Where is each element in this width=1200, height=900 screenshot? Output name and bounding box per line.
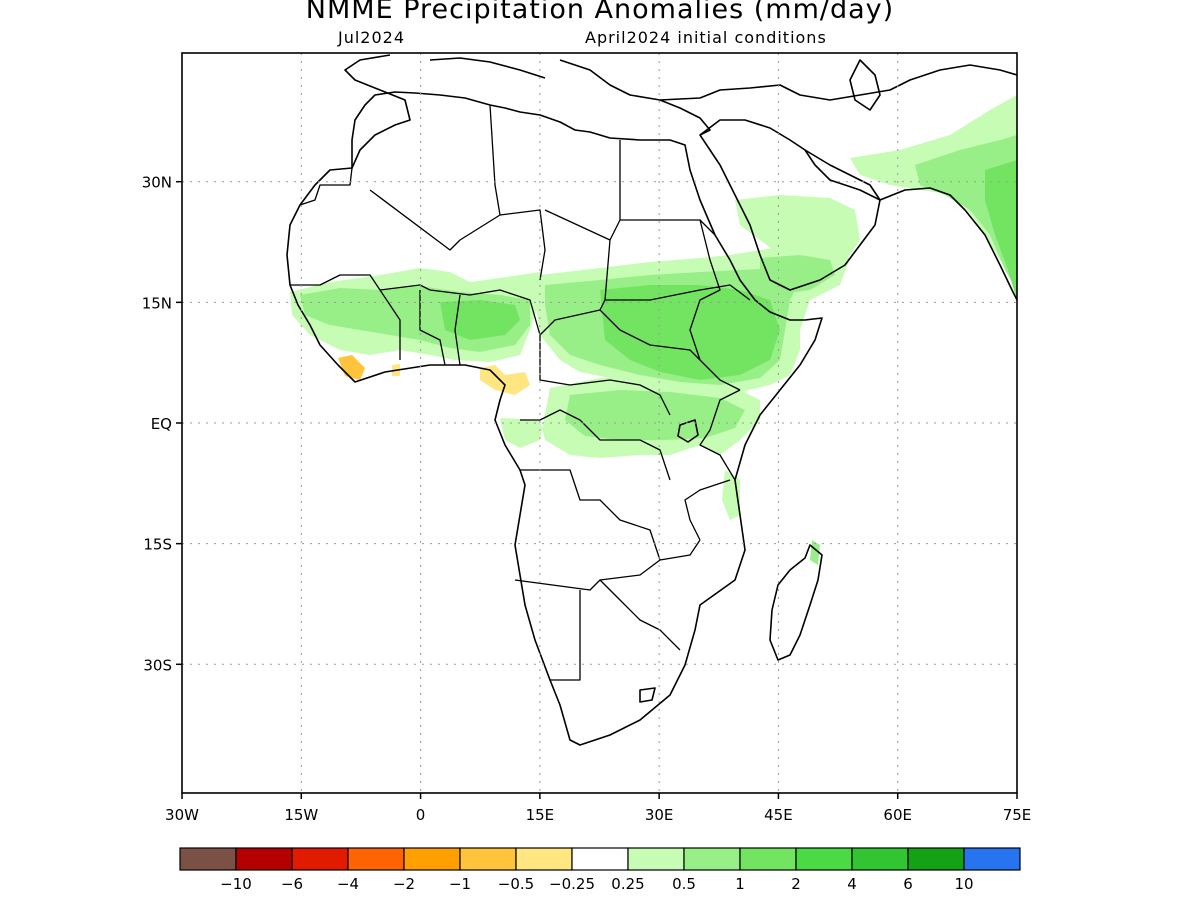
colorbar-label: 0.5 [672,875,696,893]
lon-tick-label: 0 [416,806,426,824]
lon-tick-label: 30E [645,806,674,824]
colorbar-swatch [571,847,629,871]
lon-tick-label: 45E [764,806,793,824]
lon-tick-label: 75E [1003,806,1032,824]
south-asia-coastline [879,187,1017,301]
colorbar-label: −10 [220,875,252,893]
colorbar-label: −4 [337,875,359,893]
anomaly-region-arabia [735,195,860,262]
lesotho-outline [639,687,656,703]
colorbar-swatch [683,847,741,871]
colorbar-swatch [907,847,965,871]
colorbar-swatch [459,847,517,871]
colorbar-label: −1 [449,875,471,893]
colorbar-label: −0.5 [498,875,534,893]
colorbar: −10 −6 −4 −2 −1 −0.5 −0.25 0.25 0.5 1 2 4 6 10 [179,847,1021,893]
colorbar-label: 10 [954,875,973,893]
forecast-month: Jul2024 [338,28,406,47]
anomaly-region-india-peak [985,160,1017,300]
lon-tick-label: 15E [526,806,555,824]
colorbar-swatch [179,847,237,871]
colorbar-swatch [851,847,909,871]
map-title: NMME Precipitation Anomalies (mm/day) [305,0,895,25]
graticule [182,53,1017,793]
country-borders [290,104,751,681]
colorbar-swatch [739,847,797,871]
colorbar-label: −6 [281,875,303,893]
colorbar-swatch [515,847,573,871]
lon-tick-label: 60E [883,806,912,824]
lon-tick-label: 15W [284,806,318,824]
anomaly-region-liberia-dry [338,355,365,380]
colorbar-swatch [347,847,405,871]
colorbar-label: 4 [847,875,857,893]
lat-tick-label: 15N [142,294,172,312]
colorbar-swatch [627,847,685,871]
anomaly-region-ethiopia-peak [600,285,780,380]
coastlines-and-borders [286,54,1017,746]
levant-coastline [659,99,711,136]
lake-victoria-outline [677,419,699,443]
europe-coastline [344,54,1017,169]
colorbar-swatch [795,847,853,871]
colorbar-label: −0.25 [549,875,595,893]
lat-tick-label: 15S [143,536,172,554]
arabia-coastline [699,119,881,291]
colorbar-label: 0.25 [611,875,644,893]
caspian-coastline [849,59,881,111]
axis-ticks: 30N 15N EQ 15S 30S 30W 15W 0 15E 30E 45E 60E 75E [142,174,1032,824]
initial-conditions-label: April2024 initial conditions [585,28,827,47]
anomaly-region-sahel-west-peak [440,300,520,340]
colorbar-label: 2 [791,875,801,893]
anomaly-region-equatorial-core [565,390,745,440]
lon-tick-label: 30W [165,806,199,824]
madagascar-coastline [769,544,823,661]
lat-tick-label: 30N [142,174,172,192]
lat-tick-label: 30S [143,656,172,674]
africa-coastline [286,91,823,746]
colorbar-swatch [963,847,1021,871]
colorbar-swatch [403,847,461,871]
colorbar-swatch [235,847,293,871]
persian-gulf-coastline [804,149,881,201]
colorbar-swatch [291,847,349,871]
anomaly-shading [290,95,1017,565]
lat-tick-label: EQ [151,415,172,433]
colorbar-label: 1 [735,875,745,893]
colorbar-label: 6 [903,875,913,893]
colorbar-label: −2 [393,875,415,893]
